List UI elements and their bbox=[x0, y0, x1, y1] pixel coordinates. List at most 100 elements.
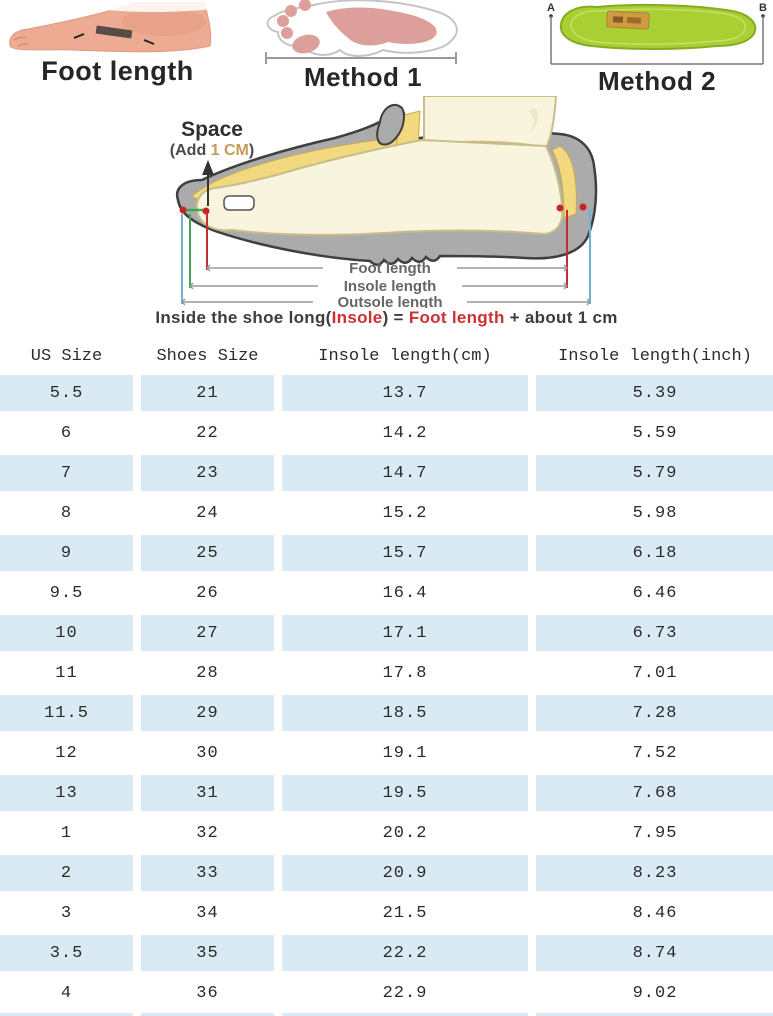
shoe-measurement-diagram: Space (Add 1 CM) Foot length Insole bbox=[170, 96, 598, 308]
table-row-partial bbox=[0, 1013, 773, 1016]
table-cell: 14.7 bbox=[282, 455, 528, 491]
method1-label: Method 1 bbox=[303, 62, 423, 92]
table-row: 6 22 14.2 5.59 bbox=[0, 413, 773, 453]
outsole-length-line bbox=[181, 298, 591, 306]
table-cell: 9 bbox=[0, 535, 133, 571]
table-cell: 12 bbox=[55, 743, 78, 763]
table-cell: 14.2 bbox=[382, 423, 428, 443]
table-row: 1 32 20.2 7.95 bbox=[0, 813, 773, 853]
table-cell: 5.5 bbox=[0, 375, 133, 411]
table-cell: 15.7 bbox=[282, 535, 528, 571]
table-cell: 5.79 bbox=[536, 455, 773, 491]
table-cell: 7.28 bbox=[536, 695, 773, 731]
table-cell: 22.9 bbox=[382, 983, 428, 1003]
table-column-header: Shoes Size bbox=[156, 347, 259, 366]
table-cell: 15.2 bbox=[382, 503, 428, 523]
foot-length-measure-label: Foot length bbox=[349, 260, 431, 277]
table-cell: 11 bbox=[55, 663, 78, 683]
foot-shape bbox=[195, 138, 564, 236]
table-cell: 18.5 bbox=[282, 695, 528, 731]
table-cell: 19.1 bbox=[382, 743, 428, 763]
table-cell: 8.74 bbox=[536, 935, 773, 971]
table-cell: 21 bbox=[141, 375, 274, 411]
formula-part3: + about 1 cm bbox=[504, 308, 618, 327]
insole-image: A B bbox=[547, 2, 767, 65]
insole-length-measure-label: Insole length bbox=[344, 278, 437, 295]
table-cell: 21.5 bbox=[382, 903, 428, 923]
table-cell: 3.5 bbox=[0, 935, 133, 971]
table-cell: 1 bbox=[60, 823, 73, 843]
table-cell: 6.46 bbox=[632, 583, 678, 603]
table-cell: 22 bbox=[196, 423, 219, 443]
table-cell: 7.95 bbox=[632, 823, 678, 843]
table-cell: 13.7 bbox=[282, 375, 528, 411]
table-row: 7 23 14.7 5.79 bbox=[0, 453, 773, 493]
table-cell: 29 bbox=[141, 695, 274, 731]
space-note: (Add 1 CM) bbox=[170, 142, 254, 159]
table-row: 3.5 35 22.2 8.74 bbox=[0, 933, 773, 973]
table-row: 4 36 22.9 9.02 bbox=[0, 973, 773, 1013]
formula-part2: ) = bbox=[382, 308, 409, 327]
space-note-value: 1 CM bbox=[211, 142, 249, 159]
table-row: 5.5 21 13.7 5.39 bbox=[0, 373, 773, 413]
table-cell: 5.98 bbox=[632, 503, 678, 523]
table-row: 11.5 29 18.5 7.28 bbox=[0, 693, 773, 733]
method2-measure-bracket bbox=[550, 16, 764, 65]
formula-foot-length: Foot length bbox=[408, 308, 505, 327]
formula-part1: Inside the shoe long( bbox=[155, 308, 332, 327]
point-b-label: B bbox=[759, 2, 767, 14]
table-row: 2 33 20.9 8.23 bbox=[0, 853, 773, 893]
table-cell: 4 bbox=[60, 983, 73, 1003]
table-row: 9 25 15.7 6.18 bbox=[0, 533, 773, 573]
table-column-header: Insole length(cm) bbox=[318, 347, 492, 366]
table-row: 3 34 21.5 8.46 bbox=[0, 893, 773, 933]
table-cell: 7.52 bbox=[632, 743, 678, 763]
table-cell: 36 bbox=[196, 983, 219, 1003]
table-cell: 17.1 bbox=[282, 615, 528, 651]
sizing-formula: Inside the shoe long(Insole) = Foot leng… bbox=[0, 308, 773, 328]
table-cell: 8 bbox=[60, 503, 73, 523]
point-a-label: A bbox=[547, 2, 555, 14]
table-cell: 10 bbox=[0, 615, 133, 651]
table-cell: 31 bbox=[141, 775, 274, 811]
table-cell: 16.4 bbox=[382, 583, 428, 603]
table-cell: 5.59 bbox=[632, 423, 678, 443]
table-cell: 32 bbox=[196, 823, 219, 843]
table-cell: 9.02 bbox=[632, 983, 678, 1003]
table-cell: 23 bbox=[141, 455, 274, 491]
table-row: 10 27 17.1 6.73 bbox=[0, 613, 773, 653]
toenail-shape bbox=[223, 195, 255, 211]
table-cell: 6.18 bbox=[536, 535, 773, 571]
table-cell: 24 bbox=[196, 503, 219, 523]
method1-measure-bracket bbox=[265, 52, 457, 64]
table-cell: 13 bbox=[0, 775, 133, 811]
table-cell: 7 bbox=[0, 455, 133, 491]
table-cell: 34 bbox=[196, 903, 219, 923]
method2-label: Method 2 bbox=[597, 66, 717, 96]
footprint-image bbox=[265, 0, 458, 64]
table-cell: 7.68 bbox=[536, 775, 773, 811]
table-cell: 2 bbox=[0, 855, 133, 891]
table-cell: 35 bbox=[141, 935, 274, 971]
insole-brand-tag bbox=[606, 10, 650, 30]
table-column-header: US Size bbox=[30, 347, 103, 366]
table-cell: 8.23 bbox=[536, 855, 773, 891]
table-cell: 6 bbox=[60, 423, 73, 443]
table-cell: 17.8 bbox=[382, 663, 428, 683]
table-column-header: Insole length(inch) bbox=[558, 347, 752, 366]
insole-length-line bbox=[189, 282, 568, 290]
table-row: 11 28 17.8 7.01 bbox=[0, 653, 773, 693]
table-body: 5.5 21 13.7 5.39 6 22 14.2 5.59 7 23 14.7 5.79 8 24 15… bbox=[0, 373, 773, 1013]
space-arrow bbox=[202, 160, 214, 206]
table-row: 9.5 26 16.4 6.46 bbox=[0, 573, 773, 613]
table-row: 13 31 19.5 7.68 bbox=[0, 773, 773, 813]
table-row: 8 24 15.2 5.98 bbox=[0, 493, 773, 533]
table-cell: 20.2 bbox=[382, 823, 428, 843]
table-cell: 9.5 bbox=[49, 583, 84, 603]
size-chart-table: US Size Shoes Size Insole length(cm) Insole… bbox=[0, 340, 773, 1016]
table-cell: 25 bbox=[141, 535, 274, 571]
table-cell: 8.46 bbox=[632, 903, 678, 923]
foot-length-label: Foot length bbox=[41, 56, 194, 86]
table-cell: 3 bbox=[60, 903, 73, 923]
